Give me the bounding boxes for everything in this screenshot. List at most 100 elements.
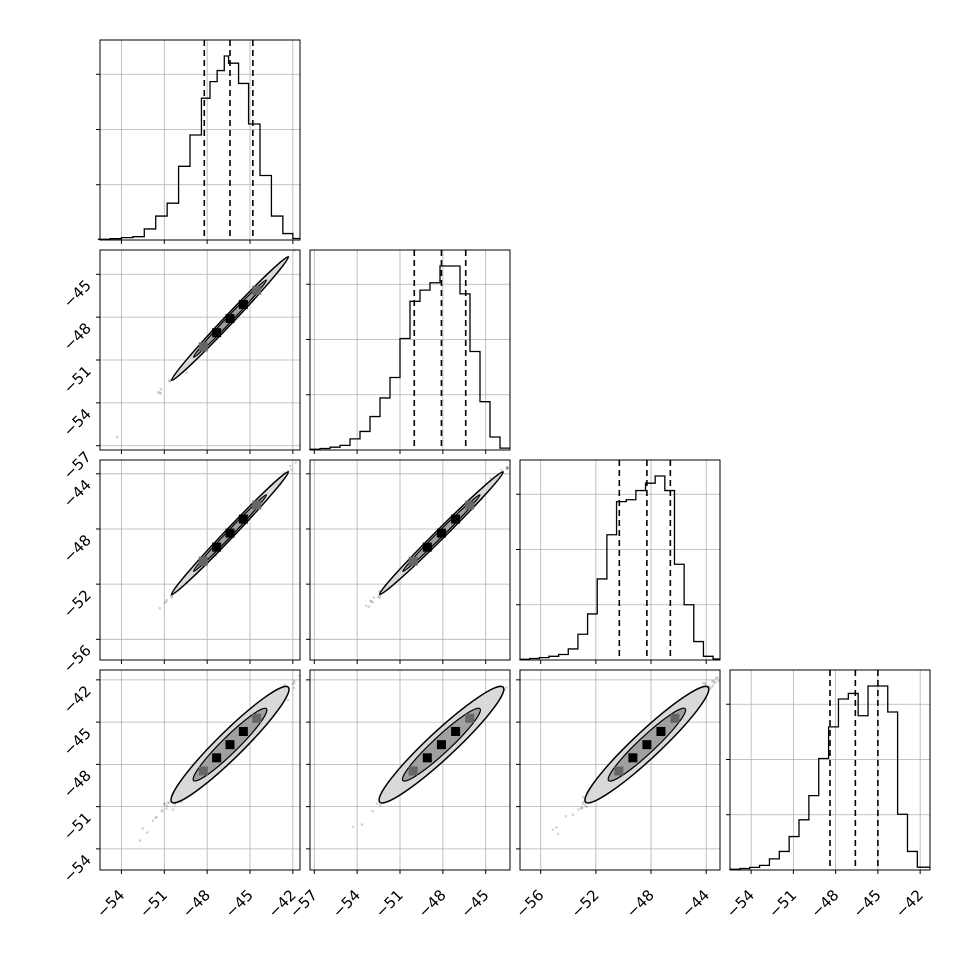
sample-point — [151, 819, 155, 823]
sample-point — [360, 823, 364, 826]
sample-point — [582, 800, 585, 804]
sample-point — [141, 827, 144, 830]
sample-point — [165, 598, 169, 602]
density-cell — [642, 740, 652, 750]
histogram-2 — [519, 475, 720, 660]
density-cell — [408, 766, 418, 776]
x-tick-label: −56 — [512, 886, 547, 921]
sample-point — [164, 600, 168, 604]
sample-point — [371, 809, 374, 813]
density-cell — [628, 753, 638, 763]
sample-point — [159, 392, 162, 395]
sample-point — [167, 801, 171, 804]
histogram-0 — [97, 55, 300, 240]
density-cell — [252, 285, 262, 295]
sample-point — [505, 467, 509, 471]
panel-frame — [309, 459, 511, 661]
y-tick-label: −56 — [60, 641, 95, 676]
x-tick-label: −44 — [678, 886, 713, 921]
sample-point — [506, 467, 510, 470]
x-tick-label: −54 — [329, 886, 364, 921]
sample-point — [351, 825, 355, 829]
sample-point — [369, 599, 372, 603]
y-tick-label: −54 — [60, 405, 95, 440]
panel-2-0: −56 −52 −48 −44 — [60, 459, 301, 677]
sample-point — [711, 684, 714, 688]
grid — [310, 460, 510, 660]
panel-0-0 — [96, 39, 301, 244]
y-tick-label: −51 — [60, 362, 95, 397]
sample-point — [585, 805, 588, 809]
sample-point — [171, 808, 175, 811]
sample-point — [286, 698, 290, 702]
panel-frame — [309, 669, 511, 871]
density-cell — [212, 753, 222, 763]
panel-2-2 — [516, 459, 721, 664]
sample-point — [709, 686, 713, 690]
density-cell — [670, 713, 680, 723]
sample-point — [292, 681, 296, 685]
sample-point — [154, 816, 157, 819]
sample-point — [146, 831, 149, 834]
y-tick-label: −52 — [60, 586, 95, 621]
sample-point — [155, 815, 158, 819]
panel-3-1: −57 −54 −51 −48 −45 — [286, 669, 511, 921]
histogram-1 — [309, 265, 510, 450]
x-tick-label: −51 — [765, 886, 800, 921]
sample-point — [375, 802, 379, 805]
x-tick-label: −51 — [372, 886, 407, 921]
sample-point — [364, 604, 368, 607]
sample-point — [166, 801, 170, 804]
density-cell — [198, 342, 208, 352]
density-cell — [422, 542, 432, 552]
sample-point — [173, 803, 176, 806]
panel-3-3: −54 −51 −48 −45 −42 — [723, 669, 931, 921]
density-cell — [451, 514, 461, 524]
sample-point — [716, 676, 719, 679]
panel-frame — [99, 249, 301, 451]
panel-frame — [99, 669, 301, 871]
sample-point — [292, 686, 296, 690]
sample-point — [158, 391, 161, 395]
panel-1-0: −57 −54 −51 −48 −45 — [60, 248, 301, 483]
sample-point — [367, 605, 371, 608]
sample-point — [378, 594, 382, 598]
y-tick-label: −57 — [60, 448, 95, 483]
sample-point — [581, 795, 585, 799]
x-tick-label: −45 — [222, 886, 257, 921]
sample-point — [505, 465, 509, 469]
sample-point — [161, 808, 164, 812]
sample-point — [701, 682, 705, 685]
sample-point — [168, 380, 172, 383]
y-tick-label: −42 — [60, 682, 95, 717]
sample-point — [571, 813, 575, 816]
sample-point — [291, 682, 295, 685]
x-tick-label: −48 — [807, 886, 842, 921]
density-cell — [614, 766, 624, 776]
sample-point — [138, 839, 142, 842]
density-cell — [656, 726, 666, 736]
density-cell — [252, 500, 262, 510]
sample-point — [168, 379, 172, 383]
sample-point — [378, 803, 382, 807]
sample-point — [158, 607, 162, 610]
panel-frame — [519, 459, 721, 661]
sample-point — [290, 468, 293, 472]
y-tick-label: −45 — [60, 724, 95, 759]
sample-point — [711, 679, 714, 683]
sample-point — [556, 832, 560, 836]
panel-frame — [99, 39, 301, 241]
sample-point — [714, 681, 718, 684]
sample-point — [505, 686, 508, 689]
sample-point — [283, 683, 287, 687]
panel-frame — [309, 249, 511, 451]
y-tick-label: −54 — [60, 851, 95, 886]
density-cell — [436, 740, 446, 750]
sample-point — [500, 468, 504, 472]
sample-point — [583, 803, 587, 807]
histogram-3 — [729, 685, 930, 870]
y-tick-label: −44 — [60, 476, 95, 511]
sample-point — [506, 466, 509, 469]
sample-point — [185, 371, 188, 374]
